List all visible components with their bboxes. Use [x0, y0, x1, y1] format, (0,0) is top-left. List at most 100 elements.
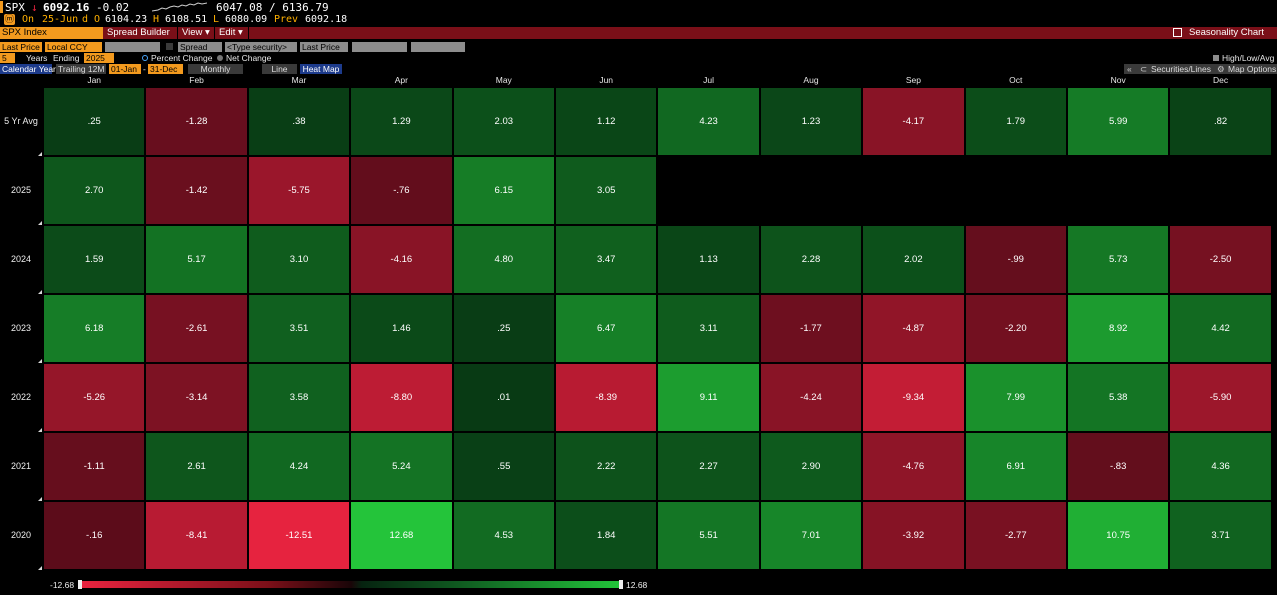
- heat-cell[interactable]: .25: [452, 294, 555, 363]
- empty-select-1[interactable]: [105, 42, 160, 52]
- net-change-radio[interactable]: [217, 55, 223, 61]
- heat-cell[interactable]: 4.53: [452, 501, 555, 570]
- heat-cell[interactable]: 3.71: [1169, 501, 1272, 570]
- export-icon[interactable]: [1173, 28, 1182, 37]
- heat-cell[interactable]: 2.22: [555, 432, 658, 501]
- spread-checkbox[interactable]: [166, 43, 173, 50]
- heat-cell[interactable]: -5.26: [43, 363, 146, 432]
- heat-cell[interactable]: .82: [1169, 87, 1272, 156]
- heat-cell[interactable]: 2.90: [759, 432, 863, 501]
- heat-cell[interactable]: 3.10: [247, 225, 351, 294]
- heat-cell[interactable]: 3.05: [555, 156, 658, 225]
- info-icon[interactable]: ⓜ: [4, 14, 15, 25]
- heat-cell[interactable]: -5.90: [1169, 363, 1272, 432]
- securities-lines-button[interactable]: Securities/Lines: [1151, 64, 1212, 74]
- heat-cell[interactable]: [759, 156, 863, 225]
- heat-cell[interactable]: [862, 156, 965, 225]
- heat-cell[interactable]: 4.42: [1169, 294, 1272, 363]
- heat-cell[interactable]: -.99: [964, 225, 1067, 294]
- heat-cell[interactable]: 7.99: [964, 363, 1067, 432]
- heat-cell[interactable]: 4.80: [452, 225, 555, 294]
- heat-cell[interactable]: -.76: [350, 156, 453, 225]
- calendar-year-button[interactable]: Calendar Year: [0, 64, 56, 74]
- heat-cell[interactable]: 1.79: [964, 87, 1067, 156]
- heat-cell[interactable]: [657, 156, 760, 225]
- percent-change-radio[interactable]: [142, 55, 148, 61]
- heat-cell[interactable]: 3.51: [247, 294, 351, 363]
- trailing-12m-button[interactable]: Trailing 12M: [56, 64, 106, 74]
- heat-cell[interactable]: .38: [247, 87, 351, 156]
- heat-cell[interactable]: .55: [452, 432, 555, 501]
- heat-cell[interactable]: -8.80: [350, 363, 453, 432]
- heat-cell[interactable]: 2.70: [43, 156, 146, 225]
- heat-cell[interactable]: 1.23: [759, 87, 863, 156]
- empty-select-3[interactable]: [411, 42, 465, 52]
- ticker-symbol[interactable]: SPX: [5, 1, 25, 14]
- heat-cell[interactable]: 12.68: [350, 501, 453, 570]
- high-low-avg-checkbox[interactable]: [1213, 55, 1219, 61]
- heat-cell[interactable]: 5.38: [1067, 363, 1170, 432]
- heat-cell[interactable]: 4.36: [1169, 432, 1272, 501]
- heat-cell[interactable]: 2.02: [862, 225, 965, 294]
- years-count-field[interactable]: 5: [0, 53, 15, 63]
- edit-menu[interactable]: Edit ▾: [219, 27, 243, 38]
- heat-cell[interactable]: -9.34: [862, 363, 965, 432]
- heat-cell[interactable]: 1.12: [555, 87, 658, 156]
- collapse-icon[interactable]: «: [1127, 64, 1132, 74]
- heat-cell[interactable]: -1.28: [145, 87, 248, 156]
- heat-cell[interactable]: -4.17: [862, 87, 965, 156]
- heat-cell[interactable]: -4.24: [759, 363, 863, 432]
- periodicity-select[interactable]: Monthly: [188, 64, 243, 74]
- heat-cell[interactable]: 4.24: [247, 432, 351, 501]
- heat-cell[interactable]: -2.77: [964, 501, 1067, 570]
- heat-cell[interactable]: 1.46: [350, 294, 453, 363]
- heat-cell[interactable]: 8.92: [1067, 294, 1170, 363]
- heat-cell[interactable]: [1169, 156, 1272, 225]
- heat-cell[interactable]: 5.51: [657, 501, 760, 570]
- heat-cell[interactable]: -3.14: [145, 363, 248, 432]
- price-field-select-2[interactable]: Last Price: [300, 42, 348, 52]
- line-mode-button[interactable]: Line: [262, 64, 297, 74]
- heat-cell[interactable]: 2.27: [657, 432, 760, 501]
- heat-cell[interactable]: [964, 156, 1067, 225]
- heat-cell[interactable]: 1.59: [43, 225, 146, 294]
- currency-select[interactable]: Local CCY: [45, 42, 102, 52]
- heat-cell[interactable]: 1.84: [555, 501, 658, 570]
- heat-cell[interactable]: 5.17: [145, 225, 248, 294]
- view-menu[interactable]: View ▾: [182, 27, 210, 38]
- heat-cell[interactable]: -3.92: [862, 501, 965, 570]
- heat-cell[interactable]: -.83: [1067, 432, 1170, 501]
- heat-cell[interactable]: -1.11: [43, 432, 146, 501]
- spread-select[interactable]: Spread: [178, 42, 222, 52]
- heat-cell[interactable]: 6.47: [555, 294, 658, 363]
- heat-cell[interactable]: -1.42: [145, 156, 248, 225]
- heat-cell[interactable]: 6.15: [452, 156, 555, 225]
- heat-cell[interactable]: 1.13: [657, 225, 760, 294]
- heat-cell[interactable]: -4.76: [862, 432, 965, 501]
- heat-cell[interactable]: 1.29: [350, 87, 453, 156]
- heat-cell[interactable]: -.16: [43, 501, 146, 570]
- heat-cell[interactable]: -2.20: [964, 294, 1067, 363]
- date-from-field[interactable]: 01-Jan: [109, 64, 141, 74]
- legend-max-handle[interactable]: [619, 580, 623, 589]
- security-input[interactable]: <Type security>: [225, 42, 297, 52]
- spread-builder-menu[interactable]: Spread Builder: [107, 27, 170, 38]
- heat-cell[interactable]: .25: [43, 87, 146, 156]
- heat-cell[interactable]: -1.77: [759, 294, 863, 363]
- empty-select-2[interactable]: [352, 42, 407, 52]
- heat-cell[interactable]: 6.18: [43, 294, 146, 363]
- ending-year-field[interactable]: 2025: [84, 53, 114, 63]
- heat-cell[interactable]: -5.75: [247, 156, 351, 225]
- price-field-select[interactable]: Last Price: [0, 42, 42, 52]
- heat-cell[interactable]: -8.41: [145, 501, 248, 570]
- date-to-field[interactable]: 31-Dec: [148, 64, 183, 74]
- heat-cell[interactable]: -4.87: [862, 294, 965, 363]
- heat-cell[interactable]: -12.51: [247, 501, 351, 570]
- heat-cell[interactable]: 5.73: [1067, 225, 1170, 294]
- heat-cell[interactable]: -8.39: [555, 363, 658, 432]
- heat-cell[interactable]: 5.99: [1067, 87, 1170, 156]
- heat-cell[interactable]: 10.75: [1067, 501, 1170, 570]
- heat-cell[interactable]: [1067, 156, 1170, 225]
- heat-cell[interactable]: 2.28: [759, 225, 863, 294]
- heat-map-mode-button[interactable]: Heat Map: [300, 64, 342, 74]
